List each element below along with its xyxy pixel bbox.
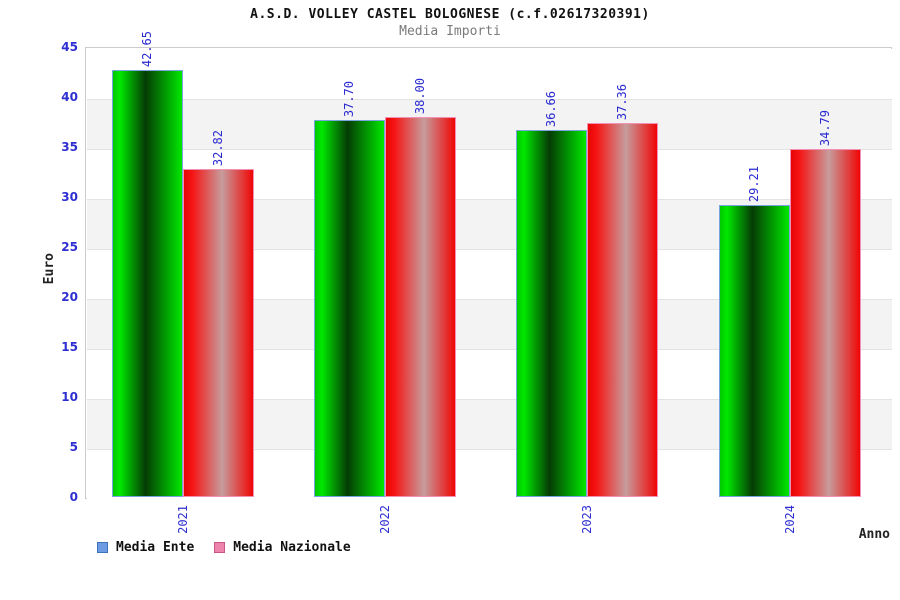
gridline (87, 199, 892, 200)
bar-value-label: 38.00 (413, 77, 427, 114)
plot-band (87, 99, 892, 149)
bar-value-label: 29.21 (747, 165, 761, 202)
gridline (87, 449, 892, 450)
bar-value-label: 36.66 (544, 90, 558, 127)
bar-media-ente-2021 (112, 70, 183, 497)
bar-value-label: 37.36 (615, 83, 629, 120)
y-tick-label: 35 (61, 140, 78, 154)
y-tick-label: 10 (61, 390, 78, 404)
y-axis-title: Euro (42, 253, 57, 285)
legend-label-media-ente: Media Ente (116, 540, 195, 555)
plot-area: 42.65 32.82 37.70 38.00 36.66 37.36 29.21 34.79 (85, 31, 892, 499)
y-tick-label: 20 (61, 290, 78, 304)
bar-media-nazionale-2024 (790, 149, 861, 497)
y-tick-label: 25 (61, 240, 78, 254)
y-tick-label: 15 (61, 340, 78, 354)
legend-swatch-media-nazionale (214, 542, 226, 553)
gridline (87, 299, 892, 300)
y-tick-label: 40 (61, 90, 78, 104)
y-tick-label: 45 (61, 40, 78, 54)
bar-media-nazionale-2021 (183, 169, 254, 497)
legend-label-media-nazionale: Media Nazionale (233, 540, 351, 555)
bar-media-ente-2022 (314, 120, 385, 497)
bar-value-label: 37.70 (342, 80, 356, 117)
bar-media-nazionale-2022 (385, 117, 456, 497)
gridline (87, 399, 892, 400)
y-tick-label: 30 (61, 190, 78, 204)
x-tick-label-2022: 2022 (378, 505, 392, 534)
chart-subtitle: Media Importi (399, 24, 501, 39)
bar-media-ente-2024 (719, 205, 790, 497)
bar-value-label: 34.79 (818, 109, 832, 146)
gridline (87, 149, 892, 150)
legend-swatch-media-ente (97, 542, 108, 553)
x-tick-label-2023: 2023 (580, 505, 594, 534)
gridline (87, 249, 892, 250)
y-tick-label: 5 (69, 440, 78, 454)
bar-media-nazionale-2023 (587, 123, 658, 497)
bar-value-label: 32.82 (211, 129, 225, 166)
chart-title: A.S.D. VOLLEY CASTEL BOLOGNESE (c.f.0261… (250, 7, 650, 22)
bar-value-label: 42.65 (140, 30, 154, 67)
gridline (87, 99, 892, 100)
bar-media-ente-2023 (516, 130, 587, 497)
gridline (87, 349, 892, 350)
y-tick-label: 0 (69, 490, 78, 504)
x-tick-label-2024: 2024 (783, 505, 797, 534)
legend: Media Ente Media Nazionale (97, 540, 371, 555)
plot-band (87, 49, 892, 99)
x-tick-label-2021: 2021 (176, 505, 190, 534)
x-axis-title: Anno (858, 527, 890, 542)
